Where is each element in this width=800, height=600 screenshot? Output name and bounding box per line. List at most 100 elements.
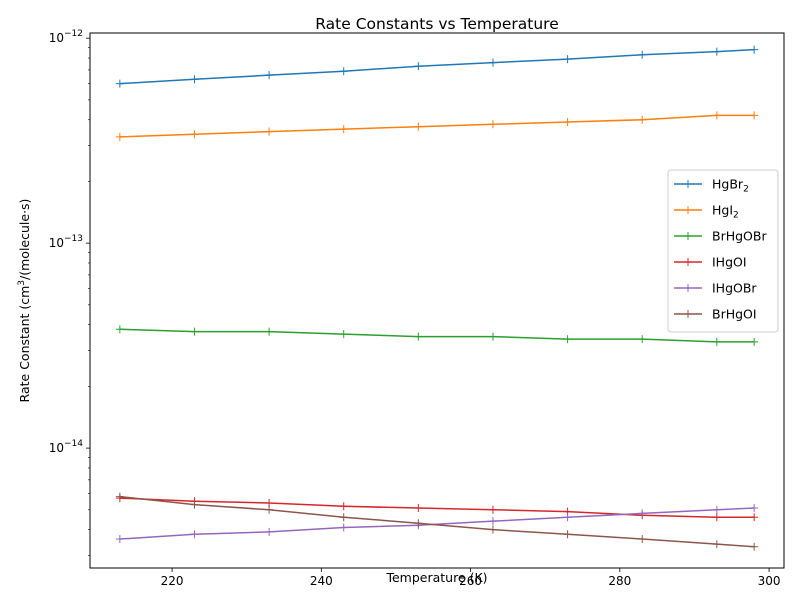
legend-swatch-marker: [684, 284, 692, 292]
legend-entry: BrHgOBr: [674, 229, 767, 244]
data-point: [115, 535, 124, 544]
data-point: [712, 111, 721, 120]
data-point: [265, 505, 274, 514]
data-point: [339, 513, 348, 522]
legend-swatch-marker: [684, 180, 692, 188]
legend-label: IHgOBr: [712, 281, 757, 296]
data-point: [339, 523, 348, 532]
axes-frame: [89, 32, 785, 569]
series-BrHgOBr: [115, 325, 759, 346]
x-tick-label: 280: [608, 574, 631, 588]
data-point: [563, 55, 572, 64]
legend-label-text: HgI: [712, 203, 733, 218]
data-point: [190, 530, 199, 539]
data-point: [265, 127, 274, 136]
chart-title: Rate Constants vs Temperature: [315, 15, 559, 33]
data-point: [115, 79, 124, 88]
legend-label-subscript: 2: [743, 185, 749, 195]
data-point: [265, 498, 274, 507]
series-line: [119, 114, 755, 138]
data-point: [488, 505, 497, 514]
y-tick-label: 10−14: [49, 439, 84, 455]
data-point: [414, 332, 423, 341]
y-tick-label-exponent: −14: [64, 439, 83, 449]
data-point: [339, 67, 348, 76]
data-point: [750, 504, 759, 513]
legend-swatch-marker: [684, 232, 692, 240]
series-line: [119, 497, 755, 518]
data-point: [414, 62, 423, 71]
y-tick-label-base: 10: [49, 31, 64, 45]
x-tick-label: 260: [459, 574, 482, 588]
y-axis-title-main: Rate Constant (cm: [17, 286, 32, 403]
series-HgI2: [115, 111, 759, 141]
data-point: [750, 513, 759, 522]
data-point: [563, 513, 572, 522]
data-point: [750, 111, 759, 120]
legend-label-text: BrHgOBr: [712, 229, 767, 244]
y-tick-label-base: 10: [49, 236, 64, 250]
data-point: [190, 500, 199, 509]
x-tick-label: 220: [161, 574, 184, 588]
y-tick-label-base: 10: [49, 441, 64, 455]
y-tick-label: 10−13: [49, 234, 83, 250]
data-point: [265, 527, 274, 536]
data-point: [563, 335, 572, 344]
data-point: [750, 45, 759, 54]
legend-label: HgBr2: [712, 177, 749, 195]
y-tick-label-exponent: −13: [64, 234, 83, 244]
plot-area: [115, 45, 759, 551]
data-point: [115, 492, 124, 501]
x-tick-label: 300: [758, 574, 781, 588]
data-point: [712, 505, 721, 514]
data-point: [414, 519, 423, 528]
data-point: [190, 75, 199, 84]
legend-entry: HgI2: [674, 203, 739, 221]
data-point: [190, 327, 199, 336]
data-point: [265, 327, 274, 336]
data-point: [638, 335, 647, 344]
series-IHgOBr: [115, 504, 759, 544]
legend-entry: IHgOBr: [674, 281, 757, 296]
series-line: [119, 507, 755, 540]
data-point: [488, 332, 497, 341]
data-point: [488, 517, 497, 526]
data-point: [414, 122, 423, 131]
series-line: [119, 48, 755, 85]
legend-entry: IHgOI: [674, 255, 747, 270]
data-point: [563, 530, 572, 539]
y-axis-title-tail: /(molecule·s): [17, 199, 32, 280]
series-line: [119, 495, 755, 548]
y-axis-title: Rate Constant (cm3/(molecule·s): [17, 199, 32, 403]
data-point: [115, 325, 124, 334]
legend-swatch-marker: [684, 206, 692, 214]
legend-entry: HgBr2: [674, 177, 749, 195]
legend-entry: BrHgOI: [674, 307, 757, 322]
data-point: [190, 130, 199, 139]
data-point: [265, 71, 274, 80]
legend-label-text: BrHgOI: [712, 307, 757, 322]
data-point: [638, 509, 647, 518]
data-point: [563, 118, 572, 126]
y-tick-label: 10−12: [49, 29, 83, 45]
x-axis-title: Temperature (K): [385, 570, 487, 585]
data-point: [638, 115, 647, 124]
data-point: [712, 337, 721, 346]
legend-swatch-marker: [684, 310, 692, 318]
data-point: [750, 542, 759, 551]
data-point: [488, 58, 497, 67]
series-HgBr2: [115, 45, 759, 88]
data-point: [712, 47, 721, 56]
data-point: [638, 535, 647, 544]
legend-label-subscript: 2: [733, 211, 739, 221]
y-tick-label-exponent: −12: [64, 29, 83, 39]
legend-label-text: HgBr: [712, 177, 744, 192]
series-line: [119, 328, 755, 343]
legend-label-text: IHgOI: [712, 255, 747, 270]
legend-label: BrHgOI: [712, 307, 757, 322]
legend-label: HgI2: [712, 203, 739, 221]
data-point: [712, 513, 721, 522]
